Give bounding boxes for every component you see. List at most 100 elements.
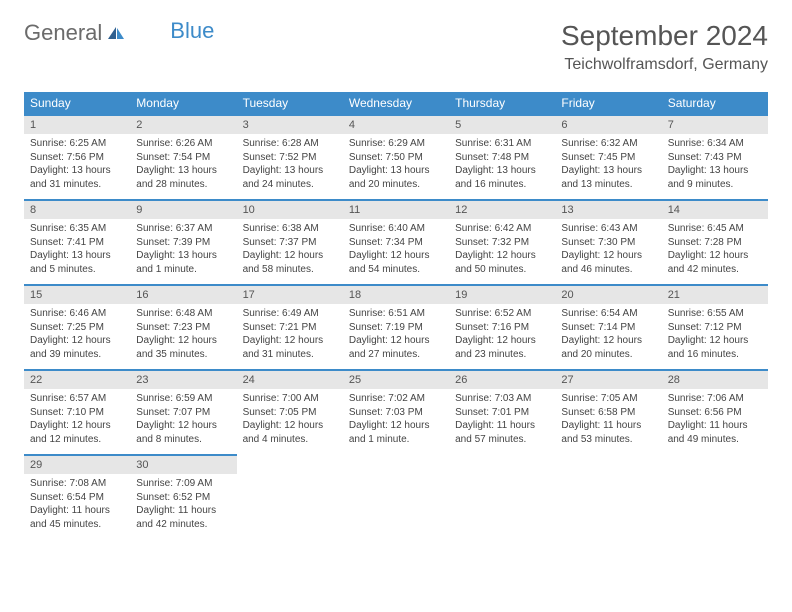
day-number: 3 (237, 116, 343, 134)
calendar-table: SundayMondayTuesdayWednesdayThursdayFrid… (24, 92, 768, 539)
day-number: 15 (24, 286, 130, 304)
daylight-text: Daylight: 11 hours and 42 minutes. (136, 504, 230, 531)
day-details: Sunrise: 7:05 AMSunset: 6:58 PMDaylight:… (555, 389, 661, 454)
day-details: Sunrise: 7:06 AMSunset: 6:56 PMDaylight:… (662, 389, 768, 454)
sunrise-text: Sunrise: 6:55 AM (668, 307, 762, 321)
day-details: Sunrise: 6:51 AMSunset: 7:19 PMDaylight:… (343, 304, 449, 369)
day-number: 10 (237, 201, 343, 219)
location: Teichwolframsdorf, Germany (561, 56, 768, 74)
daylight-text: Daylight: 12 hours and 39 minutes. (30, 334, 124, 361)
sunset-text: Sunset: 7:52 PM (243, 151, 337, 165)
sunrise-text: Sunrise: 7:09 AM (136, 477, 230, 491)
daylight-text: Daylight: 13 hours and 1 minute. (136, 249, 230, 276)
header: General Blue September 2024 Teichwolfram… (24, 20, 768, 74)
weekday-header: Thursday (449, 92, 555, 115)
logo-part1: General (24, 20, 102, 46)
day-cell: 24Sunrise: 7:00 AMSunset: 7:05 PMDayligh… (237, 370, 343, 455)
day-details: Sunrise: 6:38 AMSunset: 7:37 PMDaylight:… (237, 219, 343, 284)
sunrise-text: Sunrise: 6:29 AM (349, 137, 443, 151)
sunset-text: Sunset: 7:14 PM (561, 321, 655, 335)
sunrise-text: Sunrise: 7:00 AM (243, 392, 337, 406)
day-details: Sunrise: 7:09 AMSunset: 6:52 PMDaylight:… (130, 474, 236, 539)
day-cell: 16Sunrise: 6:48 AMSunset: 7:23 PMDayligh… (130, 285, 236, 370)
calendar-week-row: 1Sunrise: 6:25 AMSunset: 7:56 PMDaylight… (24, 115, 768, 200)
sunrise-text: Sunrise: 7:03 AM (455, 392, 549, 406)
sunset-text: Sunset: 7:28 PM (668, 236, 762, 250)
sunrise-text: Sunrise: 7:08 AM (30, 477, 124, 491)
day-details: Sunrise: 6:43 AMSunset: 7:30 PMDaylight:… (555, 219, 661, 284)
day-number: 16 (130, 286, 236, 304)
day-cell: 23Sunrise: 6:59 AMSunset: 7:07 PMDayligh… (130, 370, 236, 455)
daylight-text: Daylight: 12 hours and 50 minutes. (455, 249, 549, 276)
day-number: 18 (343, 286, 449, 304)
day-number: 11 (343, 201, 449, 219)
daylight-text: Daylight: 12 hours and 12 minutes. (30, 419, 124, 446)
day-cell: 27Sunrise: 7:05 AMSunset: 6:58 PMDayligh… (555, 370, 661, 455)
day-details: Sunrise: 6:42 AMSunset: 7:32 PMDaylight:… (449, 219, 555, 284)
day-cell: 14Sunrise: 6:45 AMSunset: 7:28 PMDayligh… (662, 200, 768, 285)
calendar-body: 1Sunrise: 6:25 AMSunset: 7:56 PMDaylight… (24, 115, 768, 539)
day-number: 1 (24, 116, 130, 134)
day-cell: 22Sunrise: 6:57 AMSunset: 7:10 PMDayligh… (24, 370, 130, 455)
daylight-text: Daylight: 13 hours and 16 minutes. (455, 164, 549, 191)
sunrise-text: Sunrise: 6:57 AM (30, 392, 124, 406)
day-number: 23 (130, 371, 236, 389)
day-cell: 17Sunrise: 6:49 AMSunset: 7:21 PMDayligh… (237, 285, 343, 370)
sunrise-text: Sunrise: 6:43 AM (561, 222, 655, 236)
day-details: Sunrise: 6:34 AMSunset: 7:43 PMDaylight:… (662, 134, 768, 199)
day-details: Sunrise: 7:00 AMSunset: 7:05 PMDaylight:… (237, 389, 343, 454)
day-number: 20 (555, 286, 661, 304)
daylight-text: Daylight: 12 hours and 46 minutes. (561, 249, 655, 276)
sunrise-text: Sunrise: 7:02 AM (349, 392, 443, 406)
sunset-text: Sunset: 7:16 PM (455, 321, 549, 335)
sunrise-text: Sunrise: 6:51 AM (349, 307, 443, 321)
sunrise-text: Sunrise: 6:26 AM (136, 137, 230, 151)
sunrise-text: Sunrise: 6:46 AM (30, 307, 124, 321)
daylight-text: Daylight: 11 hours and 53 minutes. (561, 419, 655, 446)
day-cell: 18Sunrise: 6:51 AMSunset: 7:19 PMDayligh… (343, 285, 449, 370)
weekday-header: Friday (555, 92, 661, 115)
sunrise-text: Sunrise: 6:42 AM (455, 222, 549, 236)
empty-cell (343, 455, 449, 539)
daylight-text: Daylight: 13 hours and 28 minutes. (136, 164, 230, 191)
daylight-text: Daylight: 13 hours and 9 minutes. (668, 164, 762, 191)
day-number: 29 (24, 456, 130, 474)
sunset-text: Sunset: 7:54 PM (136, 151, 230, 165)
sunrise-text: Sunrise: 6:52 AM (455, 307, 549, 321)
sunset-text: Sunset: 7:05 PM (243, 406, 337, 420)
day-cell: 6Sunrise: 6:32 AMSunset: 7:45 PMDaylight… (555, 115, 661, 200)
day-cell: 12Sunrise: 6:42 AMSunset: 7:32 PMDayligh… (449, 200, 555, 285)
sunrise-text: Sunrise: 6:38 AM (243, 222, 337, 236)
day-details: Sunrise: 6:49 AMSunset: 7:21 PMDaylight:… (237, 304, 343, 369)
day-number: 24 (237, 371, 343, 389)
day-details: Sunrise: 6:35 AMSunset: 7:41 PMDaylight:… (24, 219, 130, 284)
daylight-text: Daylight: 12 hours and 54 minutes. (349, 249, 443, 276)
sunrise-text: Sunrise: 6:49 AM (243, 307, 337, 321)
day-cell: 21Sunrise: 6:55 AMSunset: 7:12 PMDayligh… (662, 285, 768, 370)
day-details: Sunrise: 6:57 AMSunset: 7:10 PMDaylight:… (24, 389, 130, 454)
empty-cell (662, 455, 768, 539)
sunrise-text: Sunrise: 6:32 AM (561, 137, 655, 151)
day-cell: 29Sunrise: 7:08 AMSunset: 6:54 PMDayligh… (24, 455, 130, 539)
day-number: 4 (343, 116, 449, 134)
day-number: 28 (662, 371, 768, 389)
sunrise-text: Sunrise: 6:48 AM (136, 307, 230, 321)
day-cell: 15Sunrise: 6:46 AMSunset: 7:25 PMDayligh… (24, 285, 130, 370)
sunset-text: Sunset: 7:56 PM (30, 151, 124, 165)
weekday-header: Tuesday (237, 92, 343, 115)
sunset-text: Sunset: 7:50 PM (349, 151, 443, 165)
month-title: September 2024 (561, 20, 768, 52)
weekday-header-row: SundayMondayTuesdayWednesdayThursdayFrid… (24, 92, 768, 115)
sunrise-text: Sunrise: 6:31 AM (455, 137, 549, 151)
logo: General Blue (24, 20, 214, 46)
daylight-text: Daylight: 12 hours and 35 minutes. (136, 334, 230, 361)
daylight-text: Daylight: 13 hours and 31 minutes. (30, 164, 124, 191)
day-details: Sunrise: 6:46 AMSunset: 7:25 PMDaylight:… (24, 304, 130, 369)
empty-cell (555, 455, 661, 539)
sunrise-text: Sunrise: 7:05 AM (561, 392, 655, 406)
daylight-text: Daylight: 12 hours and 23 minutes. (455, 334, 549, 361)
empty-cell (449, 455, 555, 539)
day-details: Sunrise: 6:40 AMSunset: 7:34 PMDaylight:… (343, 219, 449, 284)
day-cell: 28Sunrise: 7:06 AMSunset: 6:56 PMDayligh… (662, 370, 768, 455)
weekday-header: Saturday (662, 92, 768, 115)
